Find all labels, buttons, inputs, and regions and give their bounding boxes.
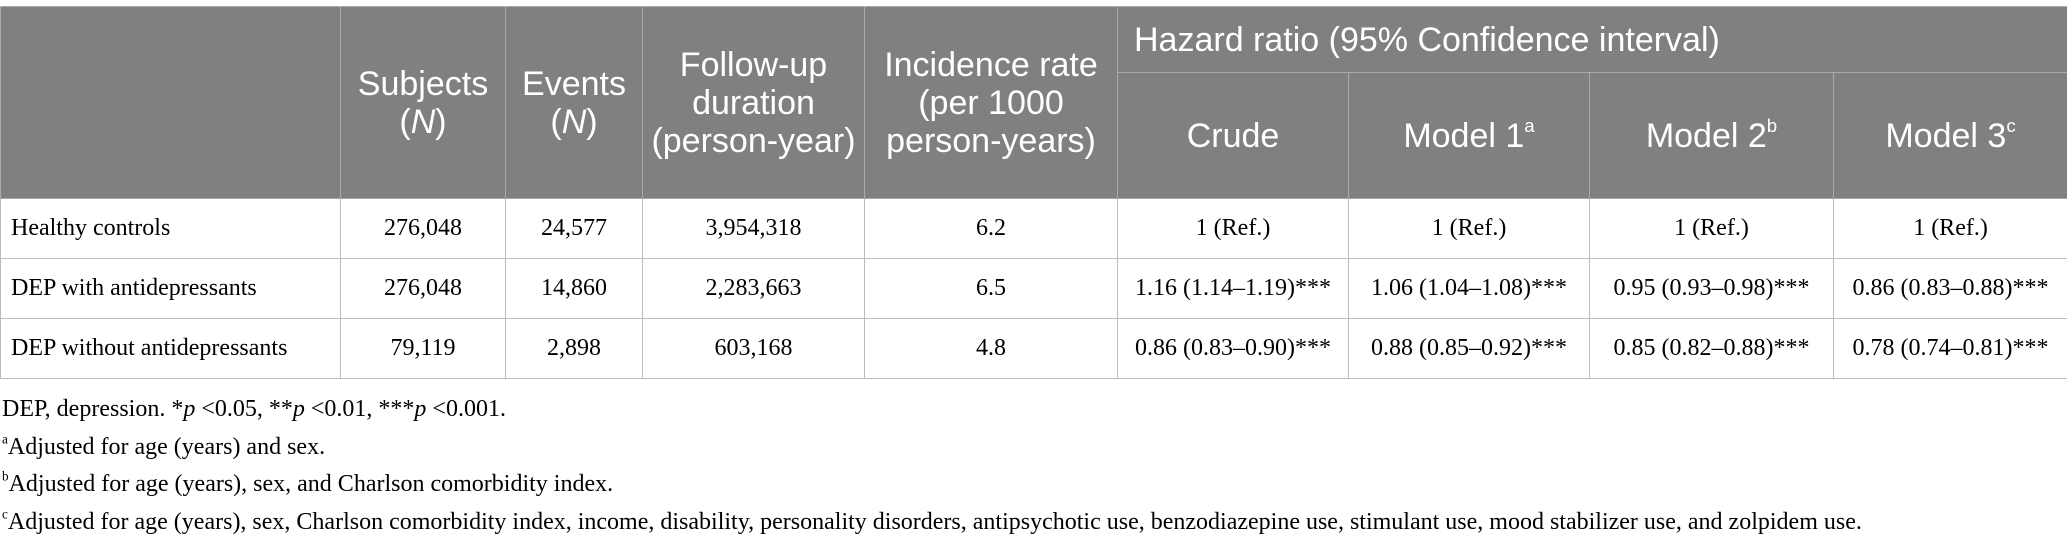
table-cell: 1 (Ref.) <box>1834 199 2067 259</box>
header-cell: Events(N) <box>506 7 643 199</box>
note-text: Adjusted for age (years) and sex. <box>8 434 325 460</box>
note-text: Adjusted for age (years), sex, and Charl… <box>9 471 614 497</box>
table-cell: 276,048 <box>341 199 506 259</box>
header-cell: Incidence rate (per 1000 person-years) <box>865 7 1118 199</box>
note-text: Adjusted for age (years), sex, Charlson … <box>8 509 1862 535</box>
header-cell <box>1 7 341 199</box>
header-text: N <box>411 103 436 141</box>
header-cell: Follow-up duration (person-year) <box>643 7 865 199</box>
note-line: cAdjusted for age (years), sex, Charlson… <box>2 504 2067 542</box>
footnote-mark: c <box>2006 115 2015 136</box>
row-label: DEP with antidepressants <box>1 259 341 319</box>
table-notes: DEP, depression. *p <0.05, **p <0.01, **… <box>0 391 2067 541</box>
header-text: ) <box>435 103 446 141</box>
header-cell: Subjects(N) <box>341 7 506 199</box>
table-cell: 0.86 (0.83–0.90)*** <box>1118 319 1349 379</box>
table-cell: 1 (Ref.) <box>1590 199 1834 259</box>
note-text: DEP, depression. * <box>2 396 183 422</box>
note-text: p <box>414 396 426 422</box>
table-cell: 6.5 <box>865 259 1118 319</box>
note-text: p <box>183 396 195 422</box>
header-text: ) <box>586 103 597 141</box>
note-line: bAdjusted for age (years), sex, and Char… <box>2 466 2067 504</box>
table-cell: 1 (Ref.) <box>1118 199 1349 259</box>
note-text: <0.05, ** <box>195 396 293 422</box>
header-text: Model 3 <box>1885 117 2006 155</box>
table-cell: 2,283,663 <box>643 259 865 319</box>
header-text: Events <box>522 65 626 103</box>
page: {"table": { "header": { "subjects": ["Su… <box>0 6 2067 549</box>
table-cell: 79,119 <box>341 319 506 379</box>
table-cell: 2,898 <box>506 319 643 379</box>
table-cell: 0.78 (0.74–0.81)*** <box>1834 319 2067 379</box>
table-cell: 0.88 (0.85–0.92)*** <box>1349 319 1590 379</box>
note-text: <0.01, *** <box>305 396 415 422</box>
table-cell: 14,860 <box>506 259 643 319</box>
table-cell: 6.2 <box>865 199 1118 259</box>
header-cell: Model 2b <box>1590 73 1834 199</box>
header-text: Model 2 <box>1646 117 1767 155</box>
header-text: ( <box>550 103 561 141</box>
header-cell: Model 1a <box>1349 73 1590 199</box>
table-cell: 1.06 (1.04–1.08)*** <box>1349 259 1590 319</box>
row-label: Healthy controls <box>1 199 341 259</box>
header-text: N <box>562 103 587 141</box>
note-line: aAdjusted for age (years) and sex. <box>2 429 2067 467</box>
results-table: Subjects(N) Events(N) Follow-up duration… <box>0 6 2067 379</box>
note-text: <0.001. <box>426 396 506 422</box>
table-cell: 4.8 <box>865 319 1118 379</box>
header-text: ( <box>399 103 410 141</box>
table-cell: 3,954,318 <box>643 199 865 259</box>
table-cell: 276,048 <box>341 259 506 319</box>
table-cell: 1 (Ref.) <box>1349 199 1590 259</box>
table-cell: 0.85 (0.82–0.88)*** <box>1590 319 1834 379</box>
table-cell: 24,577 <box>506 199 643 259</box>
header-cell: Model 3c <box>1834 73 2067 199</box>
table-cell: 0.95 (0.93–0.98)*** <box>1590 259 1834 319</box>
note-text: p <box>293 396 305 422</box>
table-cell: 0.86 (0.83–0.88)*** <box>1834 259 2067 319</box>
footnote-mark: b <box>1767 115 1777 136</box>
header-cell: Crude <box>1118 73 1349 199</box>
header-cell: Hazard ratio (95% Confidence interval) <box>1118 7 2067 73</box>
header-text: Model 1 <box>1403 117 1524 155</box>
footnote-mark: b <box>2 468 9 483</box>
note-line: DEP, depression. *p <0.05, **p <0.01, **… <box>2 391 2067 429</box>
table-cell: 603,168 <box>643 319 865 379</box>
table-cell: 1.16 (1.14–1.19)*** <box>1118 259 1349 319</box>
header-text: Subjects <box>358 65 488 103</box>
row-label: DEP without antidepressants <box>1 319 341 379</box>
header-row: Subjects(N) Events(N) Follow-up duration… <box>1 7 2067 73</box>
footnote-mark: a <box>1524 115 1534 136</box>
